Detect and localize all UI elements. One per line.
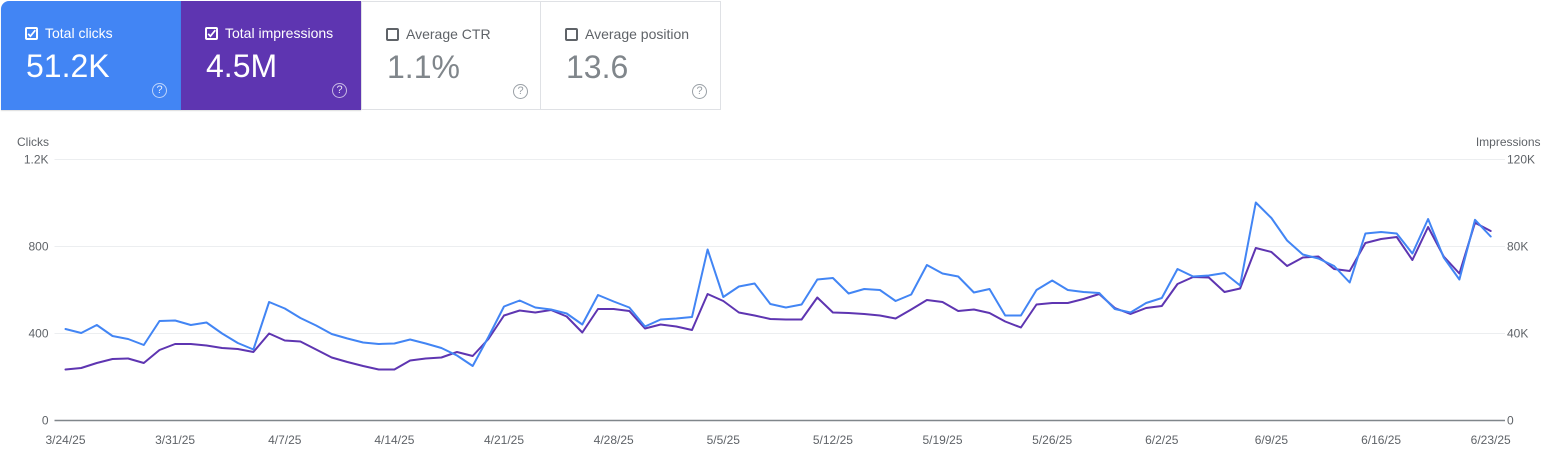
- svg-text:40K: 40K: [1507, 327, 1528, 341]
- svg-text:1.2K: 1.2K: [24, 153, 49, 167]
- svg-text:80K: 80K: [1507, 240, 1528, 254]
- svg-text:5/26/25: 5/26/25: [1032, 433, 1072, 447]
- svg-text:4/21/25: 4/21/25: [484, 433, 524, 447]
- svg-text:4/28/25: 4/28/25: [594, 433, 634, 447]
- svg-text:4/14/25: 4/14/25: [374, 433, 414, 447]
- svg-text:4/7/25: 4/7/25: [268, 433, 302, 447]
- svg-text:6/2/25: 6/2/25: [1145, 433, 1179, 447]
- svg-text:0: 0: [42, 414, 49, 428]
- svg-text:3/31/25: 3/31/25: [155, 433, 195, 447]
- svg-text:6/9/25: 6/9/25: [1255, 433, 1289, 447]
- svg-text:6/16/25: 6/16/25: [1361, 433, 1401, 447]
- svg-text:5/12/25: 5/12/25: [813, 433, 853, 447]
- svg-text:400: 400: [28, 327, 48, 341]
- svg-text:120K: 120K: [1507, 153, 1535, 167]
- svg-text:0: 0: [1507, 414, 1514, 428]
- svg-text:800: 800: [28, 240, 48, 254]
- svg-text:5/5/25: 5/5/25: [707, 433, 741, 447]
- svg-text:Impressions: Impressions: [1476, 135, 1541, 149]
- svg-text:3/24/25: 3/24/25: [45, 433, 85, 447]
- svg-text:Clicks: Clicks: [17, 135, 49, 149]
- svg-text:5/19/25: 5/19/25: [922, 433, 962, 447]
- svg-text:6/23/25: 6/23/25: [1471, 433, 1511, 447]
